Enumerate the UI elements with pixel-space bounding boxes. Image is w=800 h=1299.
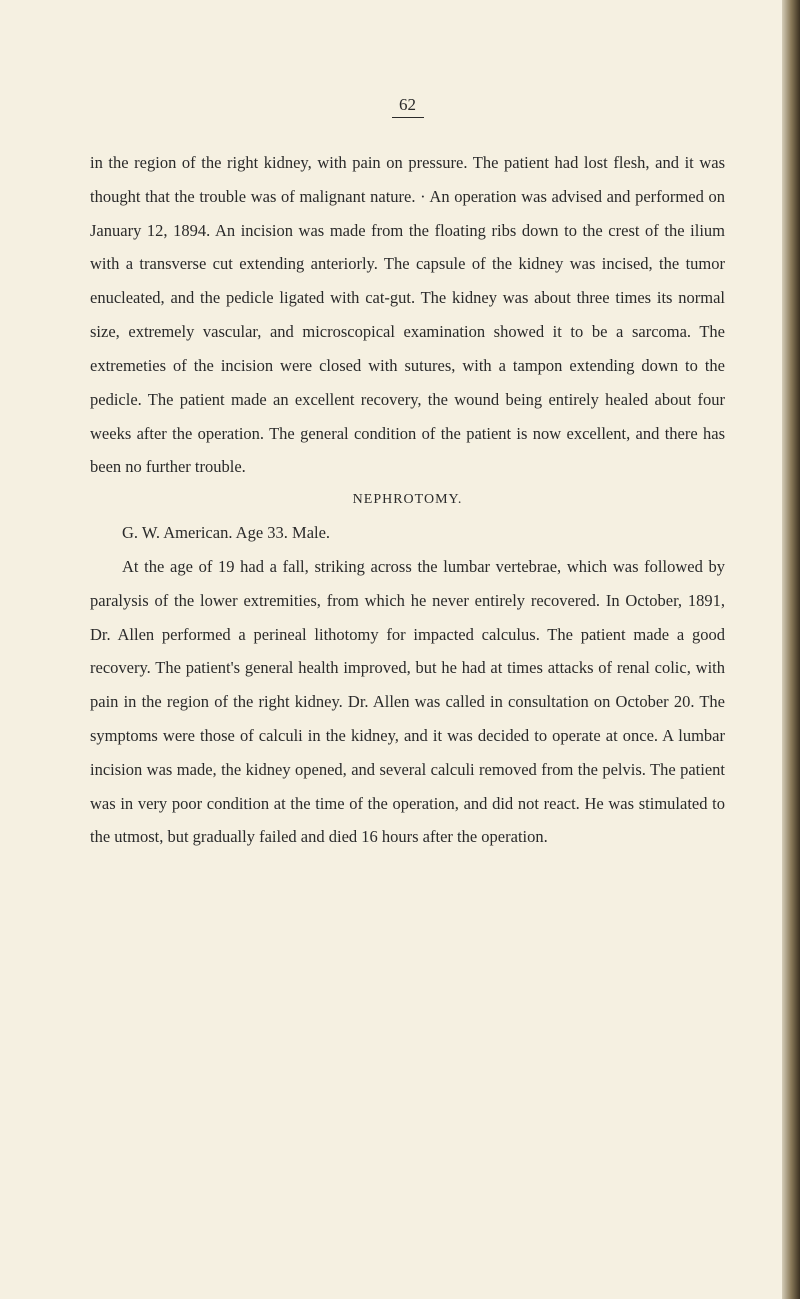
page-number: 62	[90, 95, 725, 115]
page-number-underline	[392, 117, 424, 118]
book-spine-edge	[782, 0, 800, 1299]
paragraph-2: G. W. American. Age 33. Male.	[90, 516, 725, 550]
section-heading: NEPHROTOMY.	[90, 492, 725, 508]
paragraph-3: At the age of 19 had a fall, striking ac…	[90, 550, 725, 854]
paragraph-1: in the region of the right kidney, with …	[90, 146, 725, 484]
